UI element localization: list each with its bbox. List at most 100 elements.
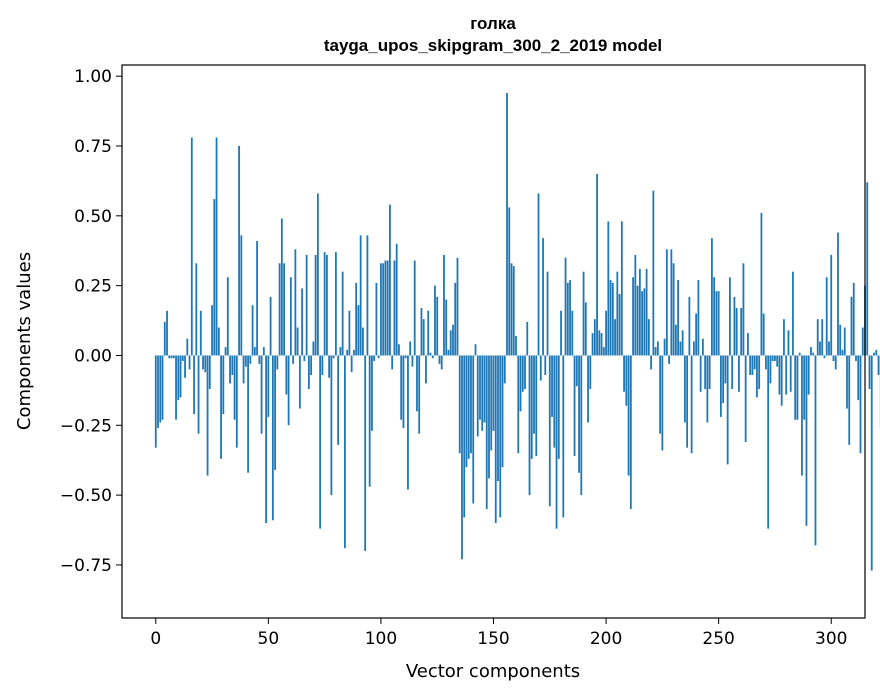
- bar-187: [575, 355, 578, 387]
- bar-246: [708, 355, 711, 389]
- bar-172: [542, 238, 544, 356]
- bar-94: [366, 235, 369, 356]
- bar-298: [825, 277, 828, 356]
- bar-116: [416, 355, 418, 412]
- bar-276: [776, 355, 779, 367]
- bar-156: [506, 92, 508, 356]
- bar-85: [346, 349, 349, 356]
- bar-221: [652, 190, 655, 356]
- bar-137: [463, 355, 466, 518]
- y-tick-label: 0.25: [74, 277, 112, 297]
- bar-24: [208, 355, 211, 389]
- bar-124: [434, 285, 436, 356]
- bar-296: [821, 319, 824, 356]
- bar-184: [569, 280, 571, 356]
- bar-15: [188, 355, 191, 370]
- bar-134: [456, 257, 459, 356]
- bar-235: [683, 355, 686, 423]
- bar-226: [663, 338, 666, 356]
- bar-12: [181, 355, 184, 362]
- bar-239: [692, 341, 695, 356]
- x-tick-label: 100: [365, 629, 397, 649]
- bar-247: [711, 238, 713, 356]
- bar-149: [490, 355, 493, 451]
- x-tick-label: 300: [815, 629, 847, 649]
- bar-205: [616, 271, 619, 356]
- bar-110: [402, 355, 405, 429]
- bar-257: [733, 296, 736, 356]
- bar-263: [747, 333, 749, 356]
- bar-213: [634, 254, 637, 356]
- bar-92: [362, 327, 364, 356]
- bar-40: [244, 355, 247, 367]
- bar-279: [783, 319, 785, 356]
- bar-133: [454, 282, 457, 356]
- bar-81: [337, 355, 340, 445]
- bar-114: [411, 355, 414, 367]
- bar-168: [533, 355, 535, 434]
- bar-305: [841, 349, 844, 356]
- bar-295: [819, 341, 821, 356]
- bar-6: [168, 355, 171, 359]
- bar-105: [391, 355, 394, 370]
- bar-120: [425, 355, 427, 384]
- bar-209: [625, 355, 628, 406]
- bar-237: [688, 296, 691, 356]
- bar-227: [665, 249, 668, 356]
- bar-28: [217, 327, 220, 356]
- bar-261: [742, 263, 745, 356]
- bar-228: [668, 355, 671, 364]
- bar-128: [443, 254, 445, 356]
- bar-284: [794, 355, 797, 420]
- x-tick-label: 150: [477, 629, 509, 649]
- bar-293: [814, 355, 817, 546]
- x-axis-ticks: 0 50 100 150 200 250 300: [150, 618, 847, 649]
- chart-title: голка: [470, 14, 516, 33]
- bar-141: [472, 355, 475, 504]
- bar-135: [458, 355, 461, 454]
- bar-223: [656, 341, 659, 356]
- bar-106: [393, 260, 396, 356]
- bar-249: [715, 291, 718, 356]
- bar-185: [571, 310, 574, 356]
- bar-112: [407, 355, 409, 490]
- bar-57: [283, 263, 286, 356]
- bar-97: [373, 355, 376, 362]
- bar-282: [789, 355, 792, 392]
- bar-29: [220, 355, 222, 459]
- bar-258: [735, 307, 738, 356]
- bar-216: [641, 291, 643, 356]
- bar-152: [497, 355, 499, 482]
- bar-259: [738, 355, 740, 392]
- bar-203: [611, 282, 614, 356]
- bar-67: [305, 254, 308, 356]
- y-tick-label: −0.25: [60, 416, 112, 436]
- bar-73: [319, 355, 322, 529]
- bar-254: [726, 355, 729, 465]
- bar-173: [544, 355, 547, 376]
- bar-190: [582, 271, 585, 356]
- bar-245: [706, 355, 709, 423]
- bar-7: [170, 355, 173, 359]
- bar-192: [587, 355, 589, 423]
- bar-250: [717, 291, 720, 356]
- bar-275: [774, 355, 776, 362]
- bar-63: [296, 327, 299, 356]
- bar-265: [751, 355, 754, 376]
- bar-136: [461, 355, 463, 560]
- bar-123: [431, 355, 434, 359]
- bar-202: [609, 280, 612, 356]
- bar-1: [157, 355, 159, 429]
- x-axis-label: Vector components: [406, 661, 580, 682]
- bar-93: [364, 355, 367, 551]
- bar-195: [593, 319, 596, 356]
- bar-132: [452, 324, 454, 356]
- bar-191: [584, 302, 587, 356]
- bar-285: [796, 355, 799, 420]
- bar-312: [857, 355, 860, 401]
- bar-179: [557, 355, 560, 459]
- bar-66: [303, 355, 306, 362]
- bar-180: [560, 310, 562, 356]
- bar-104: [389, 204, 391, 356]
- bar-260: [740, 307, 743, 356]
